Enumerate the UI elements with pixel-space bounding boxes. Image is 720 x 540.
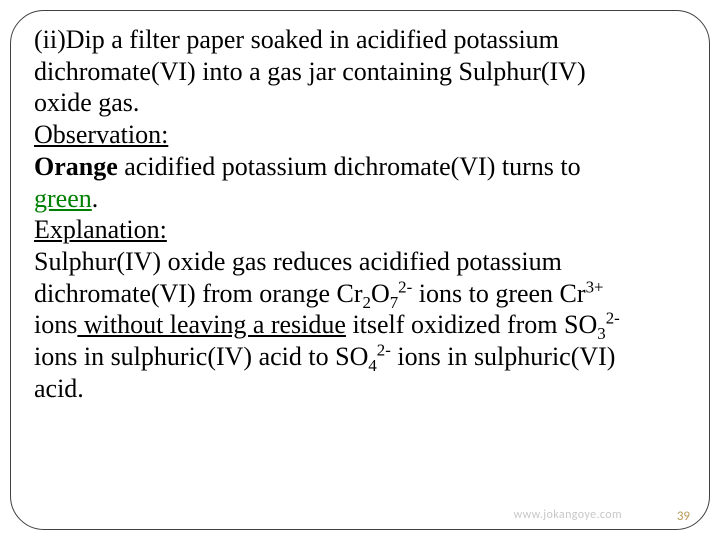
green-word: green bbox=[34, 184, 92, 213]
sup-2minus-c: 2- bbox=[377, 341, 391, 360]
slide-frame: (ii)Dip a filter paper soaked in acidifi… bbox=[0, 0, 720, 540]
exp-line-5: acid. bbox=[34, 374, 84, 403]
sub-3: 3 bbox=[597, 325, 605, 344]
line-1a: Dip a filter paper soaked in acidified p… bbox=[66, 25, 559, 54]
observation-label: Observation: bbox=[34, 120, 168, 149]
exp-line-2a: dichromate(VI) from orange Cr bbox=[34, 279, 362, 308]
slide-body-text: (ii)Dip a filter paper soaked in acidifi… bbox=[34, 24, 686, 405]
explanation-label: Explanation: bbox=[34, 215, 167, 244]
obs-rest-2: . bbox=[92, 184, 99, 213]
sub-4: 4 bbox=[368, 356, 376, 375]
obs-rest-1: acidified potassium dichromate(VI) turns… bbox=[118, 152, 581, 181]
footer-url: www.jokangoye.com bbox=[514, 508, 622, 522]
line-2: dichromate(VI) into a gas jar containing… bbox=[34, 57, 586, 86]
page-number: 39 bbox=[677, 509, 690, 524]
exp-line-2b: O bbox=[371, 279, 390, 308]
exp-line-3-underlined: without leaving a residue bbox=[77, 310, 346, 339]
item-prefix: (ii) bbox=[34, 25, 66, 54]
sup-2minus-b: 2- bbox=[606, 309, 620, 328]
exp-line-4b: ions in sulphuric(VI) bbox=[391, 342, 616, 371]
exp-line-1: Sulphur(IV) oxide gas reduces acidified … bbox=[34, 247, 562, 276]
orange-word: Orange bbox=[34, 152, 118, 181]
sup-3plus: 3+ bbox=[586, 277, 604, 296]
exp-line-3b: itself oxidized from SO bbox=[346, 310, 597, 339]
line-3: oxide gas. bbox=[34, 88, 139, 117]
exp-line-4a: ions in sulphuric(IV) acid to SO bbox=[34, 342, 368, 371]
exp-line-2c: ions to green Cr bbox=[412, 279, 585, 308]
exp-line-3a: ions bbox=[34, 310, 77, 339]
sup-2minus-a: 2- bbox=[398, 277, 412, 296]
